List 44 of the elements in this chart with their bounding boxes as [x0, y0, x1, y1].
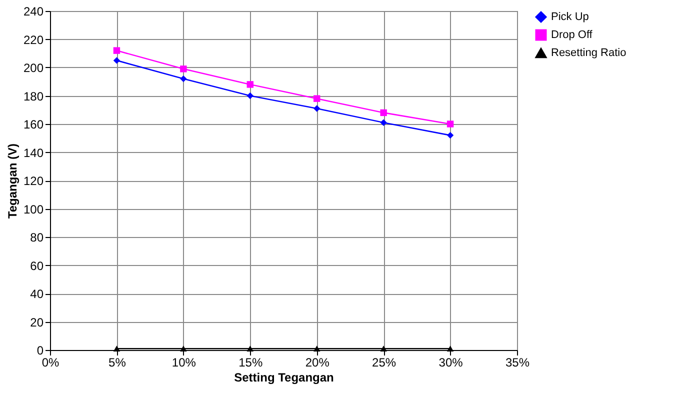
x-tick-label: 15%: [238, 356, 263, 370]
point: [446, 120, 454, 128]
point: [380, 119, 387, 126]
point: [246, 346, 254, 352]
point: [180, 66, 187, 72]
point: [113, 47, 120, 54]
x-tick-label: 10%: [172, 356, 196, 370]
y-tick-label: 120: [23, 174, 44, 188]
point: [113, 57, 120, 64]
point: [246, 92, 254, 100]
point: [314, 95, 320, 102]
x-tick-label: 30%: [438, 356, 464, 370]
point: [246, 81, 254, 88]
y-tick-label: 60: [30, 258, 44, 273]
y-tick-label: 200: [23, 61, 44, 75]
y-axis-title: Tegangan (V): [5, 143, 20, 219]
point: [446, 346, 454, 352]
x-tick-label: 20%: [305, 356, 330, 370]
point: [113, 346, 120, 352]
x-axis-title: Setting Tegangan: [234, 370, 334, 384]
point: [314, 105, 320, 112]
x-tick-label: 25%: [372, 356, 396, 370]
y-tick-label: 220: [23, 32, 44, 47]
point: [380, 346, 387, 352]
point: [180, 75, 187, 82]
legend-label: Drop Off: [551, 29, 594, 41]
point: [180, 346, 187, 352]
y-tick-label: 140: [23, 146, 44, 160]
x-tick-label: 35%: [505, 356, 530, 370]
y-tick-label: 160: [23, 118, 44, 132]
legend-label: Resetting Ratio: [551, 47, 626, 59]
point: [446, 132, 454, 139]
point: [380, 109, 387, 116]
y-tick-label: 0: [36, 344, 44, 358]
point: [314, 346, 320, 352]
x-tick-label: 5%: [108, 356, 126, 370]
y-tick-label: 80: [30, 230, 44, 244]
y-tick-label: 180: [23, 89, 44, 104]
y-tick-label: 40: [30, 287, 44, 301]
y-tick-label: 240: [23, 4, 44, 18]
y-tick-label: 100: [23, 202, 44, 216]
x-tick-label: 0%: [42, 356, 60, 370]
y-tick-label: 20: [30, 315, 44, 330]
legend-label: Pick Up: [551, 11, 589, 23]
